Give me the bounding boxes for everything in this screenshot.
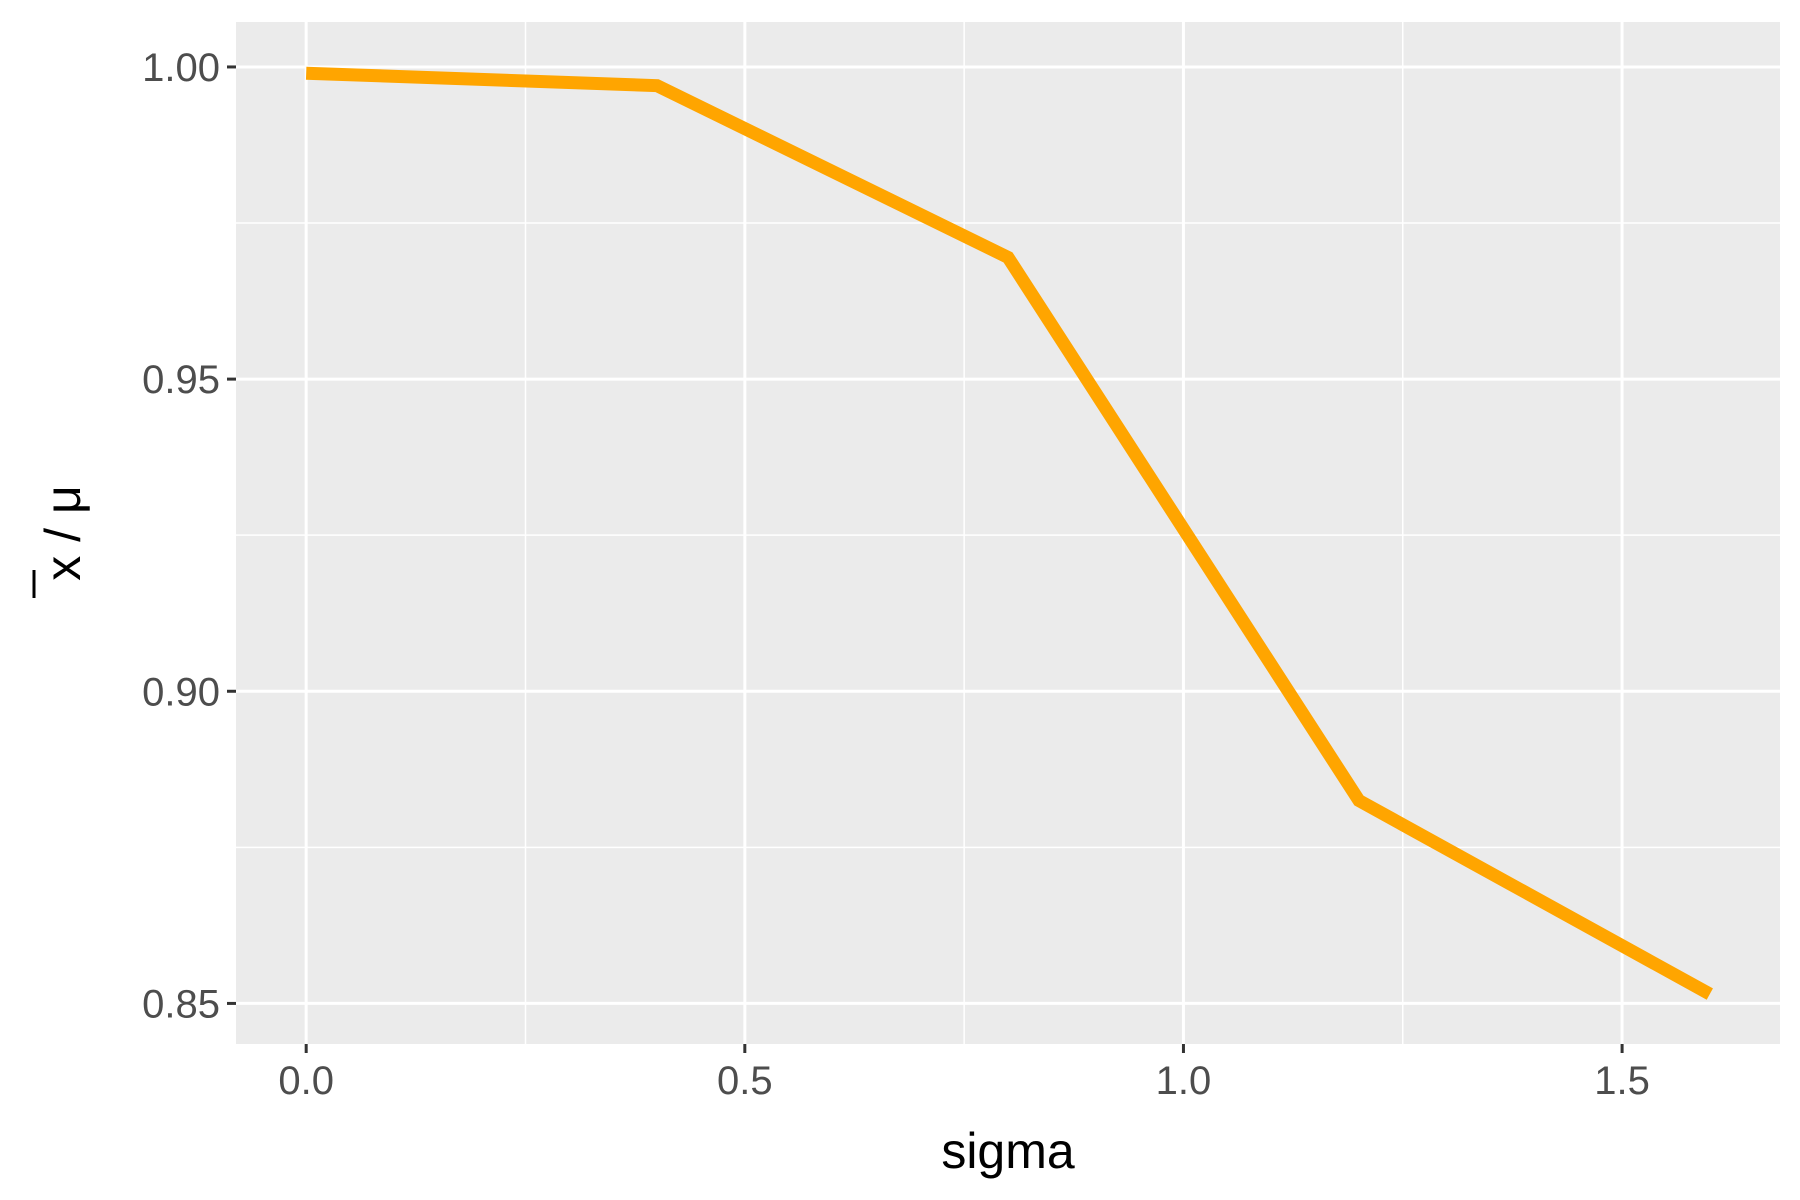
x-tick-label: 1.0 bbox=[1156, 1059, 1212, 1103]
minor-gridlines bbox=[236, 22, 1780, 1044]
x-axis: 0.0 0.5 1.0 1.5 bbox=[278, 1044, 1650, 1103]
y-axis-title: x / μ bbox=[35, 485, 91, 580]
y-tick-label: 1.00 bbox=[142, 46, 220, 90]
plot-panel bbox=[236, 22, 1780, 1044]
x-axis-title: sigma bbox=[941, 1123, 1075, 1179]
x-tick-label: 0.0 bbox=[278, 1059, 334, 1103]
x-tick-label: 1.5 bbox=[1594, 1059, 1650, 1103]
series-line bbox=[305, 66, 1713, 1000]
y-axis: 0.85 0.90 0.95 1.00 bbox=[142, 46, 236, 1026]
series-layer bbox=[305, 66, 1713, 1000]
y-axis-title-group: x / μ bbox=[35, 485, 91, 580]
y-tick-label: 0.90 bbox=[142, 670, 220, 714]
y-tick-label: 0.85 bbox=[142, 982, 220, 1026]
y-tick-label: 0.95 bbox=[142, 358, 220, 402]
x-tick-label: 0.5 bbox=[717, 1059, 773, 1103]
